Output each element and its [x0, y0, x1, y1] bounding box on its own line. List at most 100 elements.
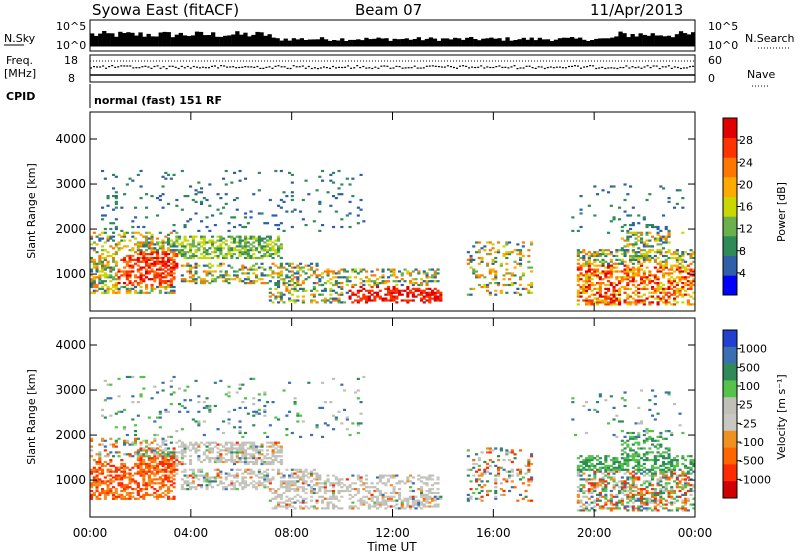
power-cell	[101, 270, 104, 272]
velocity-cell	[318, 475, 321, 477]
velocity-cell	[197, 478, 200, 480]
velocity-cell	[599, 496, 602, 498]
power-cell	[123, 193, 126, 195]
power-cell	[659, 243, 662, 245]
power-cell	[266, 245, 269, 247]
velocity-cell	[274, 451, 277, 453]
power-cell	[379, 296, 382, 298]
velocity-cell	[384, 502, 387, 504]
velocity-cell	[481, 451, 484, 453]
velocity-cell	[296, 494, 299, 496]
velocity-cell	[230, 444, 233, 446]
power-cell	[481, 274, 484, 276]
velocity-cell	[340, 384, 343, 386]
power-cell	[239, 236, 242, 238]
power-cell	[236, 257, 239, 259]
power-cell	[349, 201, 352, 203]
power-cell	[637, 251, 640, 253]
power-cell	[261, 282, 264, 284]
velocity-cell	[593, 490, 596, 492]
power-cell	[610, 251, 613, 253]
velocity-cell	[120, 411, 123, 413]
power-cell	[123, 270, 126, 272]
velocity-cell	[252, 447, 255, 449]
velocity-cell	[596, 504, 599, 506]
power-cell	[170, 274, 173, 276]
velocity-cell	[472, 492, 475, 494]
power-cell	[662, 296, 665, 298]
power-cell	[272, 214, 275, 216]
velocity-cell	[329, 401, 332, 403]
power-cell	[192, 245, 195, 247]
power-cell	[137, 245, 140, 247]
power-cell	[604, 267, 607, 269]
power-cell	[186, 251, 189, 253]
power-cell	[607, 253, 610, 255]
power-cell	[200, 201, 203, 203]
nave-point	[674, 66, 676, 67]
power-cell	[195, 245, 198, 247]
velocity-cell	[192, 469, 195, 471]
power-cell	[156, 249, 159, 251]
velocity-cell	[170, 476, 173, 478]
velocity-cell	[115, 440, 118, 442]
velocity-cell	[239, 449, 242, 451]
velocity-cell	[170, 393, 173, 395]
power-cell	[489, 294, 492, 296]
power-cell	[673, 253, 676, 255]
power-cell	[607, 267, 610, 269]
power-cell	[613, 270, 616, 272]
power-cell	[643, 280, 646, 282]
velocity-cell	[431, 484, 434, 486]
velocity-cell	[618, 463, 621, 465]
power-cell	[624, 276, 627, 278]
power-cell	[637, 255, 640, 257]
nave-point	[441, 66, 443, 67]
power-cell	[681, 276, 684, 278]
velocity-cell	[580, 500, 583, 502]
nsky-bar	[163, 32, 167, 46]
power-cell	[280, 298, 283, 300]
velocity-cell	[137, 415, 140, 417]
power-cell	[277, 205, 280, 207]
velocity-cell	[354, 494, 357, 496]
power-cell	[120, 207, 123, 209]
velocity-cell	[527, 471, 530, 473]
power-cell	[585, 276, 588, 278]
power-cell	[585, 280, 588, 282]
power-cell	[643, 270, 646, 272]
velocity-cell	[118, 467, 121, 469]
velocity-cell	[497, 455, 500, 457]
velocity-cell	[393, 475, 396, 477]
velocity-cell	[596, 498, 599, 500]
power-cell	[186, 265, 189, 267]
velocity-cell	[241, 401, 244, 403]
velocity-cell	[357, 490, 360, 492]
power-cell	[126, 232, 129, 234]
power-cell	[591, 303, 594, 305]
velocity-cell	[153, 455, 156, 457]
power-cell	[145, 240, 148, 242]
power-cell	[131, 288, 134, 290]
power-cell	[93, 259, 96, 261]
power-cell	[156, 251, 159, 253]
power-cell	[651, 280, 654, 282]
velocity-cell	[329, 496, 332, 498]
nave-point	[250, 66, 252, 67]
power-cell	[329, 278, 332, 280]
nsky-bar	[368, 39, 372, 46]
power-cell	[134, 238, 137, 240]
power-cell	[657, 243, 660, 245]
velocity-cell	[280, 486, 283, 488]
velocity-cell	[197, 471, 200, 473]
velocity-cell	[173, 391, 176, 393]
power-cell	[640, 276, 643, 278]
velocity-cell	[310, 475, 313, 477]
power-cell	[145, 272, 148, 274]
velocity-cell	[142, 476, 145, 478]
velocity-cell	[376, 496, 379, 498]
power-cell	[580, 267, 583, 269]
velocity-cell	[206, 446, 209, 448]
nave-point	[120, 65, 122, 66]
velocity-cell	[159, 463, 162, 465]
